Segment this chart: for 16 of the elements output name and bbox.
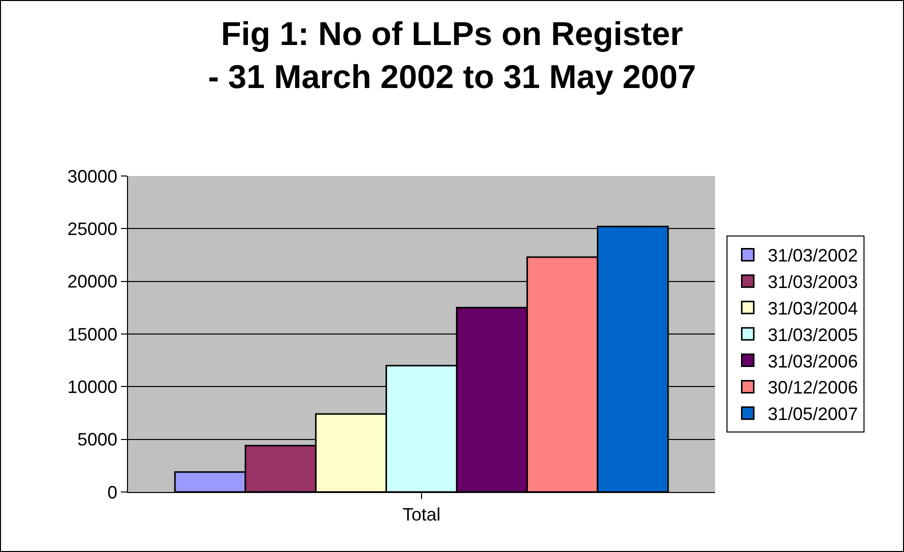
y-tick-label: 30000: [67, 166, 118, 186]
y-tick-label: 5000: [77, 430, 118, 450]
y-tick-label: 25000: [67, 218, 118, 239]
legend-label: 31/05/2007: [768, 404, 858, 424]
y-tick-label: 15000: [67, 324, 118, 344]
y-tick-label: 20000: [67, 272, 118, 292]
chart-title: Fig 1: No of LLPs on Register - 31 March 2002 to 31 May 2007: [208, 15, 696, 95]
legend-label: 31/03/2002: [768, 246, 858, 266]
legend-label: 31/03/2006: [768, 351, 858, 372]
legend-label: 31/03/2005: [768, 324, 858, 345]
legend-label: 30/12/2006: [768, 378, 858, 398]
legend-label: 31/03/2003: [768, 272, 858, 292]
y-tick-label: 0: [107, 482, 118, 502]
legend-label: 31/03/2004: [768, 298, 858, 319]
x-tick-label: Total: [402, 504, 441, 525]
y-tick-label: 10000: [67, 376, 118, 397]
